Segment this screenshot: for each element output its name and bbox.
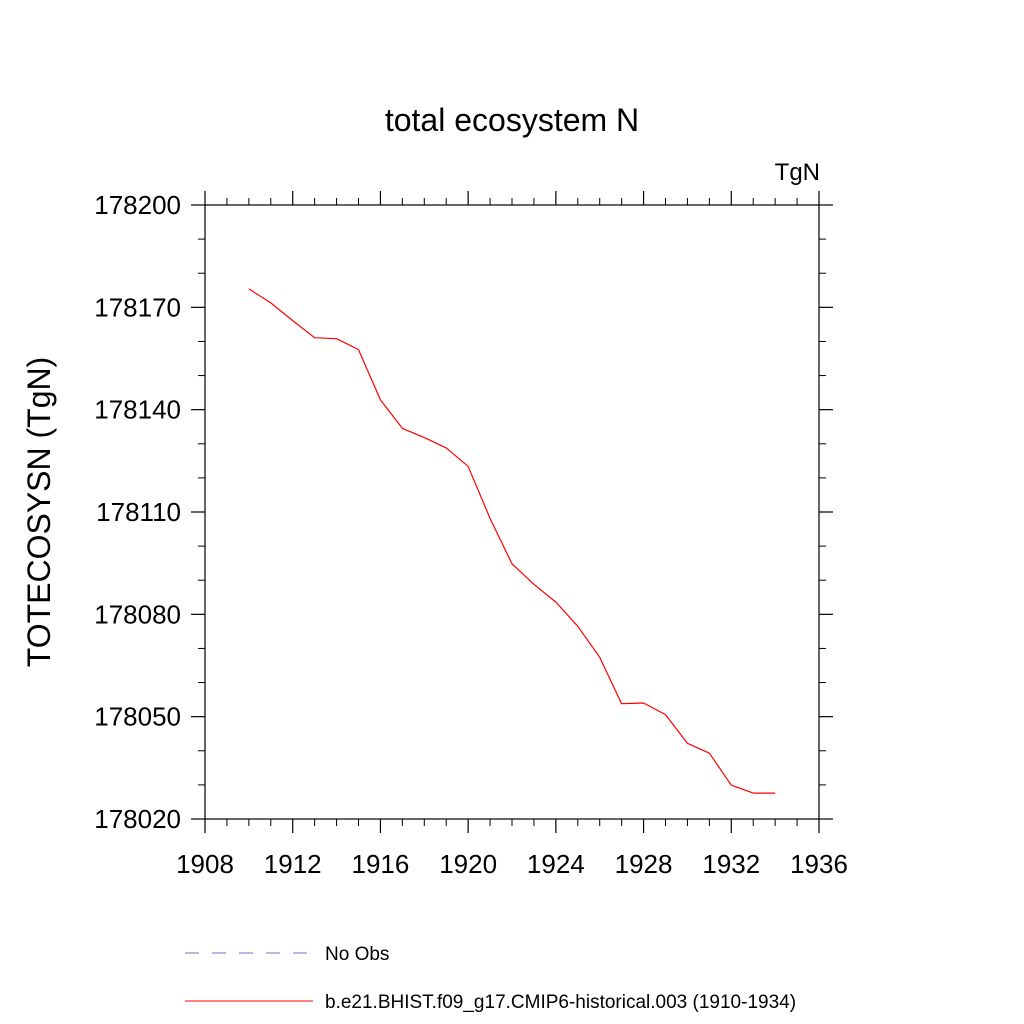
- y-tick-label: 178200: [94, 190, 181, 220]
- y-tick-label: 178110: [96, 497, 181, 527]
- legend-label: No Obs: [325, 944, 389, 965]
- series-line: [248, 288, 776, 794]
- x-tick-label: 1908: [176, 849, 234, 879]
- units-label: TgN: [775, 159, 820, 186]
- legend-label: b.e21.BHIST.f09_g17.CMIP6-historical.003…: [325, 992, 796, 1013]
- x-tick-label: 1916: [352, 849, 410, 879]
- y-tick-label: 178170: [94, 292, 181, 322]
- legend: No Obs b.e21.BHIST.f09_g17.CMIP6-historic…: [185, 944, 796, 1013]
- x-tick-label: 1928: [615, 849, 673, 879]
- x-tick-label: 1932: [702, 849, 760, 879]
- x-tick-label: 1936: [790, 849, 848, 879]
- y-tick-label: 178020: [94, 804, 181, 834]
- axis-ticks: 1908 1912 1916 1920 1924 1928 1932 1936 178020 17…: [94, 190, 848, 879]
- x-tick-label: 1912: [264, 849, 322, 879]
- y-tick-label: 178080: [94, 599, 181, 629]
- x-tick-label: 1920: [439, 849, 497, 879]
- plot-frame: [204, 204, 820, 820]
- y-tick-label: 178050: [94, 702, 181, 732]
- chart-title: total ecosystem N: [385, 102, 639, 138]
- y-axis-label: TOTECOSYSN (TgN): [21, 357, 57, 668]
- y-tick-label: 178140: [94, 395, 181, 425]
- series-layer: [248, 288, 776, 794]
- x-tick-label: 1924: [527, 849, 585, 879]
